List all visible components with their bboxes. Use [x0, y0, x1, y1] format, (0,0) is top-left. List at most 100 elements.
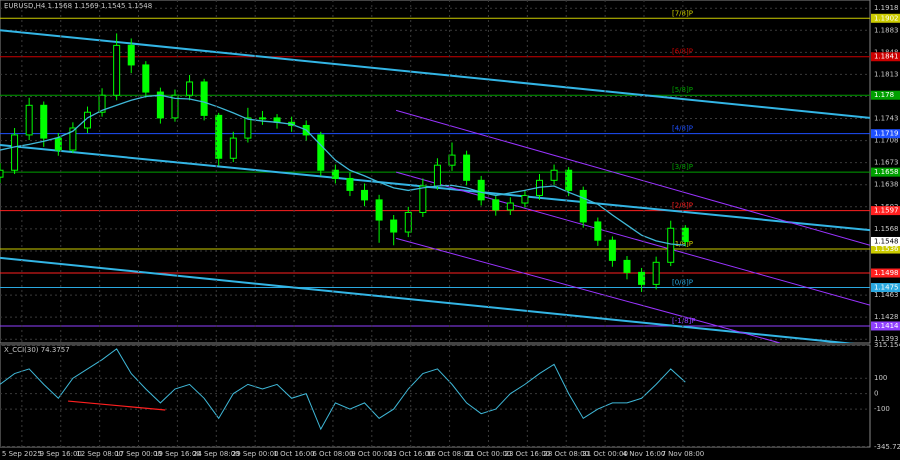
level-label: [4/8]P [672, 125, 693, 133]
x-tick-label: 17 Sep 00:00 [115, 450, 162, 458]
level-tag [871, 13, 900, 23]
candle-body [171, 94, 179, 119]
candle-body [156, 91, 164, 119]
level-tag-label: 1.1597 [874, 207, 899, 215]
overlay: 1.19181.18831.18481.18131.17781.17431.17… [2, 4, 900, 458]
x-tick-label: 5 Sep 2025 [2, 450, 42, 458]
candle-body [608, 239, 616, 261]
y-tick-label: 1.1568 [874, 225, 899, 233]
x-tick-label: 9 Oct 00:00 [351, 450, 392, 458]
candle-body [433, 164, 441, 187]
y-tick-label: 1.1673 [874, 159, 899, 167]
trend-line [395, 237, 781, 343]
candle-body [419, 185, 427, 213]
x-tick-label: 13 Oct 16:00 [388, 450, 434, 458]
candle-body [69, 127, 77, 151]
level-label: [1/8]P [672, 240, 693, 248]
price-tag-label: 1.1548 [874, 237, 899, 245]
level-tag-label: 1.1475 [874, 284, 899, 292]
level-tag [871, 244, 900, 254]
cci-line [0, 348, 686, 431]
x-tick-label: 24 Sep 08:00 [193, 450, 240, 458]
y-tick-label: -100 [874, 405, 890, 413]
y-tick-label: -345.7256 [874, 443, 900, 451]
x-tick-label: 19 Sep 16:00 [154, 450, 201, 458]
candle-body [98, 94, 106, 113]
level-tag [871, 90, 900, 100]
candle-body [463, 154, 471, 181]
chart-title: EURUSD,H4 1.1568 1.1569 1.1545 1.1548 [4, 2, 152, 10]
candle-body [681, 227, 689, 242]
y-tick-label: 1.1393 [874, 335, 899, 343]
candle-body [652, 261, 660, 285]
cci-title: X_CCI(30) 74.3757 [4, 346, 70, 354]
x-tick-label: 21 Oct 00:00 [466, 450, 512, 458]
candle-body [113, 44, 121, 96]
candle-body [390, 219, 398, 233]
moving-average [0, 94, 686, 246]
level-tag [871, 321, 900, 331]
level-tag [871, 167, 900, 177]
candle-body [127, 44, 135, 66]
cci-frame [0, 344, 871, 448]
candle-body [331, 169, 339, 179]
y-tick-label: 1.1708 [874, 137, 899, 145]
x-tick-label: 12 Sep 08:00 [76, 450, 123, 458]
candle-body [361, 189, 369, 201]
main-plot: [7/8]P[6/8]P[5/8]P[4/8]P[3/8]P[2/8]P[1/8… [0, 0, 870, 343]
candle-body [244, 117, 252, 139]
level-tag-label: 1.1658 [874, 168, 899, 176]
level-tag [871, 129, 900, 139]
level-tag-label: 1.1414 [874, 322, 899, 330]
y-tick-label: 1.1428 [874, 313, 899, 321]
x-tick-label: 23 Oct 16:00 [505, 450, 551, 458]
x-tick-label: 1 Oct 16:00 [273, 450, 314, 458]
cci-plot [0, 345, 870, 447]
level-tag-label: 1.178 [874, 91, 894, 99]
trend-line [395, 109, 870, 246]
candle-body [667, 227, 675, 263]
candle-body [40, 104, 48, 139]
x-tick-label: 9 Sep 16:00 [40, 450, 82, 458]
candle-body [346, 177, 354, 191]
y-tick-label: 1.1883 [874, 26, 899, 34]
candle-body [215, 114, 223, 159]
level-tag-label: 1.1498 [874, 269, 899, 277]
candle-body [54, 137, 62, 151]
x-tick-label: 6 Oct 08:00 [312, 450, 353, 458]
candle-body [404, 211, 412, 233]
y-tick-label: 1.1813 [874, 70, 899, 78]
candle-body [550, 169, 558, 181]
candle-body [506, 202, 514, 211]
x-tick-label: 29 Sep 00:00 [232, 450, 279, 458]
level-tag [871, 52, 900, 62]
level-tag [871, 268, 900, 278]
candle-body [258, 117, 266, 120]
level-label: [-1/8]P [672, 317, 695, 325]
candle-body [229, 137, 237, 159]
level-label: [3/8]P [672, 163, 693, 171]
y-tick-label: 100 [874, 374, 887, 382]
main-frame [0, 0, 871, 344]
candle-body [186, 81, 194, 96]
y-tick-label: 1.1638 [874, 181, 899, 189]
candle-body [375, 199, 383, 221]
level-tag [871, 206, 900, 216]
x-tick-label: 7 Nov 08:00 [662, 450, 705, 458]
candle-body [594, 221, 602, 241]
level-tag-label: 1.1536 [874, 245, 899, 253]
y-tick-label: 315.1542 [874, 341, 900, 349]
candle-body [521, 194, 529, 204]
level-tag [871, 283, 900, 293]
y-tick-label: 1.1463 [874, 291, 899, 299]
trend-line [0, 29, 870, 119]
y-tick-label: 1.1743 [874, 115, 899, 123]
divergence-line [67, 400, 166, 411]
level-tag-label: 1.1841 [874, 53, 899, 61]
candle-body [200, 81, 208, 116]
candle-body [623, 259, 631, 273]
candle-body [638, 271, 646, 285]
price-tag [871, 236, 900, 246]
x-tick-label: 28 Oct 08:00 [543, 450, 589, 458]
candle-body [477, 179, 485, 201]
